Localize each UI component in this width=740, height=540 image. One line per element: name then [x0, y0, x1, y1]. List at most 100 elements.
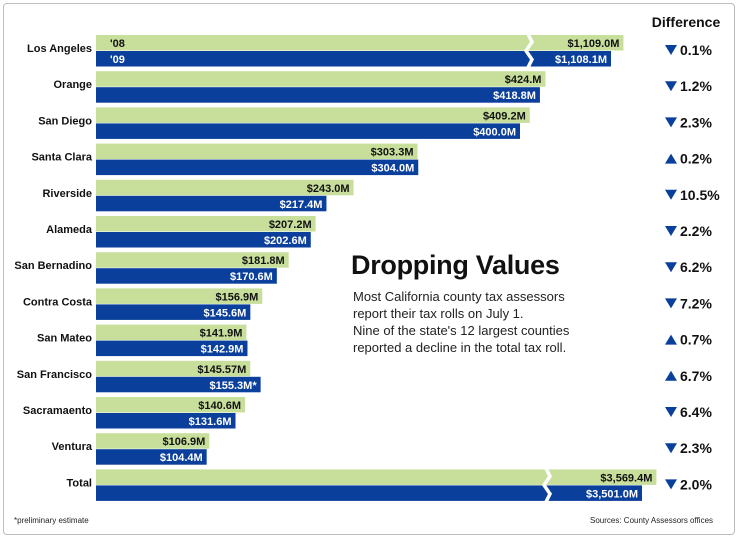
bar-label-2008: $156.9M — [216, 291, 259, 303]
bar-2009 — [96, 51, 611, 67]
arrow-down-icon — [665, 45, 677, 55]
bar-2009 — [96, 485, 642, 501]
bar-2008 — [96, 216, 316, 232]
difference-value: 10.5% — [680, 187, 720, 203]
bar-label-2008: $207.2M — [269, 219, 312, 231]
bar-2008 — [96, 288, 263, 304]
difference-value: 6.2% — [680, 259, 712, 275]
bar-label-2009: $104.4M — [160, 452, 203, 464]
chart-frame — [3, 3, 735, 535]
bar-2009 — [96, 449, 207, 465]
difference-value: 6.4% — [680, 404, 712, 420]
arrow-up-icon — [665, 153, 677, 164]
bar-2008 — [96, 179, 354, 196]
category-label: Los Angeles — [27, 43, 92, 55]
arrow-down-icon — [665, 117, 677, 128]
bar-label-2009: $217.4M — [280, 199, 323, 211]
subtitle-line: Most California county tax assessors — [353, 289, 565, 304]
arrow-down-icon — [665, 262, 677, 273]
chart-subtitle: Most California county tax assessors rep… — [353, 288, 623, 356]
category-label: Total — [67, 477, 92, 489]
bar-2009 — [96, 340, 248, 357]
bar-label-2009: $170.6M — [230, 271, 273, 283]
sources-note: Sources: County Assessors offices — [590, 516, 714, 525]
bar-2009 — [96, 87, 540, 103]
bar-label-2008: $181.8M — [242, 255, 285, 267]
chart-title: Dropping Values — [351, 250, 560, 280]
bar-2008 — [96, 71, 546, 87]
category-label: Contra Costa — [23, 296, 93, 308]
category-label: Santa Clara — [31, 152, 92, 164]
bar-2009 — [96, 413, 236, 429]
difference-value: 6.7% — [680, 368, 712, 384]
difference-header: Difference — [652, 14, 721, 30]
difference-value: 1.2% — [680, 78, 712, 94]
bar-2008 — [96, 469, 657, 485]
bar-label-2009: $131.6M — [189, 416, 232, 428]
difference-value: 7.2% — [680, 295, 712, 311]
bar-2009 — [96, 195, 327, 212]
axis-break — [523, 33, 535, 69]
difference-value: 0.2% — [680, 151, 712, 167]
difference-value: 2.3% — [680, 114, 712, 130]
bar-label-2009: $400.0M — [473, 126, 516, 138]
bar-label-2009: $155.3M* — [210, 380, 258, 392]
arrow-up-icon — [665, 334, 677, 345]
arrow-down-icon — [665, 189, 677, 200]
category-label: San Mateo — [37, 333, 92, 345]
difference-value: 2.0% — [680, 476, 712, 492]
legend-label-2008: '08 — [110, 38, 125, 50]
arrow-down-icon — [665, 407, 677, 417]
bar-label-2009: $418.8M — [493, 90, 536, 102]
category-label: Alameda — [46, 224, 93, 236]
bar-label-2009: $202.6M — [264, 235, 307, 247]
bar-label-2008: $1,109.0M — [567, 38, 619, 50]
bar-2008 — [96, 324, 247, 341]
bar-2008 — [96, 360, 251, 377]
category-label: Riverside — [42, 188, 92, 200]
bar-2008 — [96, 252, 289, 268]
bar-2009 — [96, 159, 419, 176]
bar-2008 — [96, 397, 246, 413]
subtitle-line: report their tax rolls on July 1. — [353, 306, 524, 321]
bar-label-2008: $424.M — [505, 74, 542, 86]
category-label: San Diego — [38, 115, 92, 127]
category-label: Sacramaento — [23, 405, 92, 417]
bar-label-2008: $140.6M — [198, 400, 241, 412]
bar-label-2009: $3,501.0M — [586, 488, 638, 500]
bar-2009 — [96, 304, 251, 320]
difference-value: 2.2% — [680, 223, 712, 239]
bar-2009 — [96, 123, 520, 139]
bar-label-2008: $409.2M — [483, 110, 526, 122]
bar-label-2008: $3,569.4M — [600, 472, 652, 484]
footnote: *preliminary estimate — [14, 516, 89, 525]
bar-label-2008: $243.0M — [307, 183, 350, 195]
bar-label-2009: $145.6M — [204, 307, 247, 319]
bar-2009 — [96, 232, 311, 248]
bar-label-2008: $303.3M — [371, 147, 414, 159]
arrow-down-icon — [665, 479, 677, 490]
bar-label-2009: $1,108.1M — [555, 54, 607, 66]
bar-2009 — [96, 376, 261, 393]
bar-label-2009: $304.0M — [371, 163, 414, 175]
category-label: Ventura — [52, 441, 93, 453]
arrow-down-icon — [665, 443, 677, 454]
arrow-down-icon — [665, 298, 677, 309]
difference-value: 2.3% — [680, 440, 712, 456]
bar-label-2008: $145.57M — [197, 364, 246, 376]
category-label: San Francisco — [17, 369, 92, 381]
legend-label-2009: '09 — [110, 54, 125, 66]
bar-2008 — [96, 107, 530, 123]
bar-2008 — [96, 433, 210, 449]
category-label: Orange — [53, 79, 92, 91]
subtitle-line: Nine of the state's 12 largest counties — [353, 323, 570, 338]
subtitle-line: reported a decline in the total tax roll… — [353, 340, 567, 355]
bar-label-2008: $106.9M — [163, 436, 206, 448]
bar-label-2008: $141.9M — [200, 328, 243, 340]
difference-value: 0.7% — [680, 332, 712, 348]
arrow-down-icon — [665, 81, 677, 92]
axis-break — [541, 467, 553, 503]
bar-2008 — [96, 35, 624, 51]
bar-2009 — [96, 268, 277, 284]
